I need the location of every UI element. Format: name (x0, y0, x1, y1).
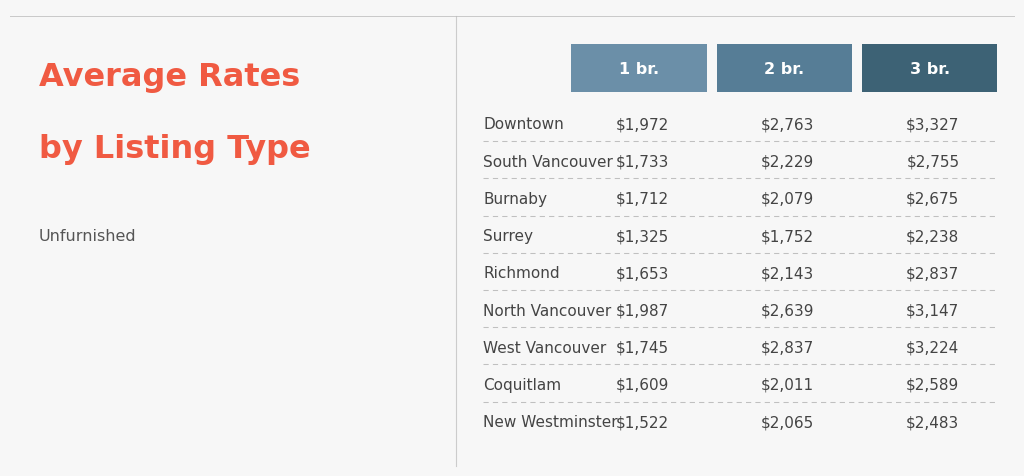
Text: $1,653: $1,653 (615, 266, 669, 281)
Text: by Listing Type: by Listing Type (39, 133, 310, 164)
Text: North Vancouver: North Vancouver (483, 303, 611, 318)
Bar (571, 45, 707, 93)
Text: Average Rates: Average Rates (39, 62, 300, 93)
Text: $1,972: $1,972 (615, 117, 669, 132)
Text: 2 br.: 2 br. (764, 61, 805, 77)
Text: $1,745: $1,745 (615, 340, 669, 355)
Text: $2,639: $2,639 (761, 303, 814, 318)
Text: $2,011: $2,011 (761, 377, 814, 392)
Text: Richmond: Richmond (483, 266, 560, 281)
Text: $2,483: $2,483 (906, 414, 959, 429)
Text: Downtown: Downtown (483, 117, 564, 132)
Text: 3 br.: 3 br. (909, 61, 950, 77)
Text: $2,589: $2,589 (906, 377, 959, 392)
Text: $2,837: $2,837 (906, 266, 959, 281)
Text: $2,755: $2,755 (906, 154, 959, 169)
Text: South Vancouver: South Vancouver (483, 154, 613, 169)
Bar (862, 45, 997, 93)
Text: Coquitlam: Coquitlam (483, 377, 561, 392)
Text: New Westminster: New Westminster (483, 414, 617, 429)
Bar (717, 45, 852, 93)
Text: $2,837: $2,837 (761, 340, 814, 355)
Text: $2,675: $2,675 (906, 191, 959, 207)
Text: 1 br.: 1 br. (618, 61, 659, 77)
Text: $1,325: $1,325 (615, 228, 669, 244)
Text: $2,229: $2,229 (761, 154, 814, 169)
Text: $1,522: $1,522 (615, 414, 669, 429)
Text: West Vancouver: West Vancouver (483, 340, 606, 355)
Text: $2,079: $2,079 (761, 191, 814, 207)
Text: $3,147: $3,147 (906, 303, 959, 318)
Text: $2,065: $2,065 (761, 414, 814, 429)
Text: $2,238: $2,238 (906, 228, 959, 244)
Text: $1,733: $1,733 (615, 154, 669, 169)
Text: $3,327: $3,327 (906, 117, 959, 132)
Text: $1,752: $1,752 (761, 228, 814, 244)
Text: Unfurnished: Unfurnished (39, 228, 136, 243)
Text: $1,609: $1,609 (615, 377, 669, 392)
Text: $2,143: $2,143 (761, 266, 814, 281)
Text: Burnaby: Burnaby (483, 191, 547, 207)
Text: Surrey: Surrey (483, 228, 534, 244)
Text: $1,987: $1,987 (615, 303, 669, 318)
Text: $1,712: $1,712 (615, 191, 669, 207)
Text: $3,224: $3,224 (906, 340, 959, 355)
Text: $2,763: $2,763 (761, 117, 814, 132)
